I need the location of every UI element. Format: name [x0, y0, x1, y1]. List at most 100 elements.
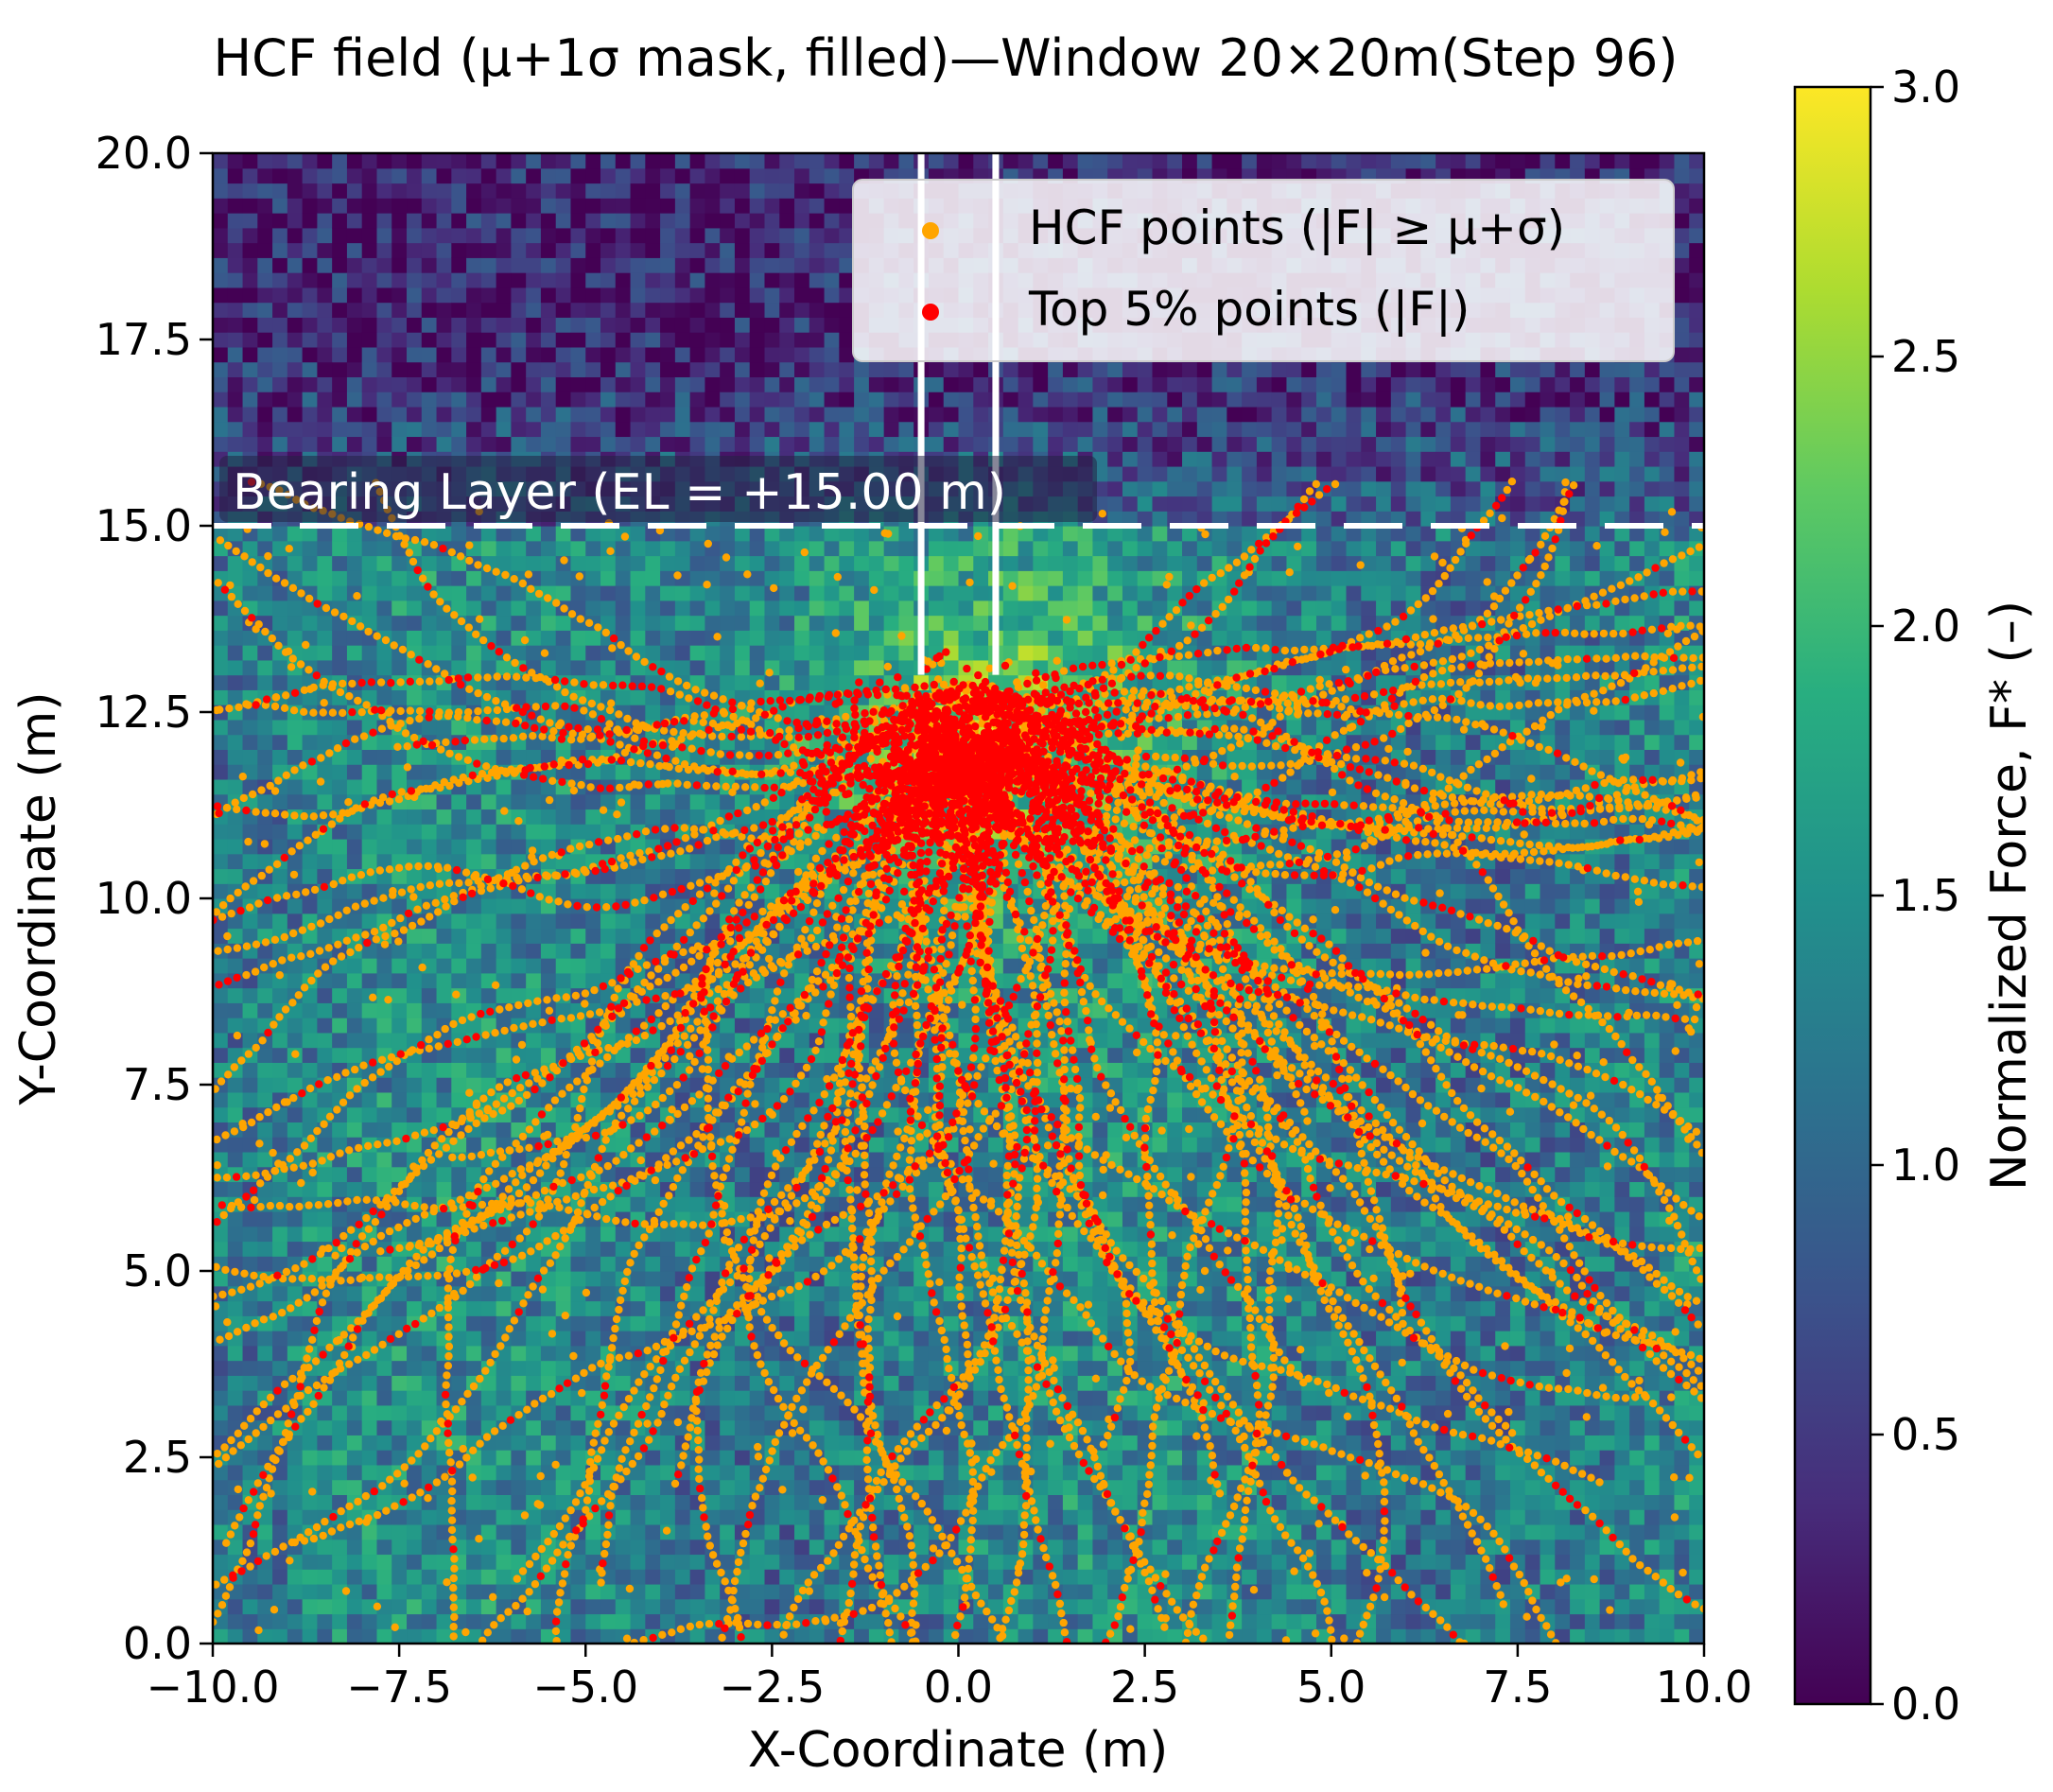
heatmap-cell — [616, 1420, 631, 1435]
heatmap-cell — [391, 660, 407, 675]
heatmap-cell — [376, 198, 391, 213]
heatmap-cell — [631, 1480, 646, 1495]
heatmap-cell — [869, 1137, 884, 1152]
heatmap-cell — [422, 332, 437, 347]
heatmap-cell — [481, 1286, 496, 1301]
heatmap-cell — [228, 988, 243, 1003]
heatmap-cell — [705, 1435, 720, 1450]
heatmap-cell — [347, 839, 362, 854]
heatmap-cell — [496, 272, 512, 287]
heatmap-cell — [362, 347, 377, 362]
heatmap-cell — [228, 422, 243, 437]
heatmap-cell — [705, 526, 720, 541]
heatmap-cell — [496, 287, 512, 303]
heatmap-cell — [585, 362, 600, 377]
heatmap-cell — [213, 1018, 228, 1033]
heatmap-cell — [496, 332, 512, 347]
heatmap-cell — [839, 1346, 854, 1361]
heatmap-cell — [257, 1241, 272, 1256]
heatmap-cell — [391, 391, 407, 407]
heatmap-cell — [511, 898, 526, 913]
heatmap-cell — [317, 929, 332, 944]
heatmap-cell — [347, 183, 362, 199]
heatmap-cell — [526, 168, 541, 183]
heatmap-cell — [645, 809, 660, 824]
heatmap-cell — [645, 376, 660, 391]
heatmap-cell — [720, 585, 735, 600]
heatmap-cell — [825, 585, 840, 600]
heatmap-cell — [854, 660, 869, 675]
heatmap-cell — [437, 183, 452, 199]
heatmap-cell — [585, 1092, 600, 1107]
heatmap-cell — [600, 198, 616, 213]
heatmap-cell — [869, 1167, 884, 1182]
heatmap-cell — [750, 303, 765, 318]
heatmap-cell — [437, 272, 452, 287]
heatmap-cell — [631, 198, 646, 213]
heatmap-cell — [228, 1405, 243, 1420]
heatmap-cell — [272, 1286, 287, 1301]
heatmap-cell — [660, 809, 675, 824]
heatmap-cell — [451, 660, 466, 675]
heatmap-cell — [422, 272, 437, 287]
heatmap-cell — [854, 630, 869, 645]
heatmap-cell — [451, 913, 466, 929]
heatmap-cell — [257, 735, 272, 750]
heatmap-cell — [376, 958, 391, 973]
heatmap-cell — [570, 1420, 585, 1435]
heatmap-cell — [541, 213, 556, 228]
heatmap-cell — [362, 1256, 377, 1271]
heatmap-cell — [317, 1062, 332, 1077]
heatmap-cell — [809, 213, 825, 228]
heatmap-cell — [631, 422, 646, 437]
heatmap-cell — [332, 1569, 347, 1584]
heatmap-cell — [391, 287, 407, 303]
heatmap-cell — [645, 556, 660, 571]
heatmap-cell — [809, 317, 825, 332]
heatmap-cell — [451, 1301, 466, 1316]
heatmap-cell — [407, 988, 422, 1003]
heatmap-cell — [541, 272, 556, 287]
heatmap-cell — [437, 376, 452, 391]
heatmap-cell — [257, 720, 272, 735]
heatmap-cell — [825, 1494, 840, 1509]
heatmap-cell — [825, 287, 840, 303]
heatmap-cell — [600, 1301, 616, 1316]
heatmap-cell — [511, 1480, 526, 1495]
heatmap-cell — [794, 198, 809, 213]
heatmap-cell — [735, 436, 750, 451]
heatmap-cell — [690, 272, 705, 287]
heatmap-cell — [422, 689, 437, 705]
heatmap-cell — [764, 1346, 779, 1361]
heatmap-cell — [526, 1613, 541, 1628]
heatmap-cell — [391, 898, 407, 913]
heatmap-cell — [287, 1107, 303, 1122]
heatmap-cell — [616, 198, 631, 213]
heatmap-cell — [347, 913, 362, 929]
heatmap-cell — [347, 630, 362, 645]
heatmap-cell — [362, 422, 377, 437]
heatmap-cell — [287, 794, 303, 809]
heatmap-cell — [825, 436, 840, 451]
heatmap-cell — [496, 407, 512, 422]
heatmap-cell — [243, 407, 258, 422]
heatmap-cell — [600, 153, 616, 168]
heatmap-cell — [257, 1122, 272, 1137]
heatmap-cell — [541, 1375, 556, 1390]
heatmap-cell — [451, 287, 466, 303]
heatmap-cell — [511, 1435, 526, 1450]
heatmap-cell — [616, 347, 631, 362]
heatmap-cell — [317, 1554, 332, 1569]
heatmap-cell — [303, 720, 318, 735]
heatmap-cell — [735, 660, 750, 675]
heatmap-cell — [645, 1480, 660, 1495]
heatmap-cell — [600, 1599, 616, 1614]
heatmap-cell — [898, 1390, 913, 1405]
heatmap-cell — [496, 1465, 512, 1480]
heatmap-cell — [585, 630, 600, 645]
heatmap-cell — [825, 391, 840, 407]
heatmap-cell — [362, 1390, 377, 1405]
heatmap-cell — [884, 391, 899, 407]
heatmap-cell — [794, 332, 809, 347]
heatmap-cell — [825, 347, 840, 362]
